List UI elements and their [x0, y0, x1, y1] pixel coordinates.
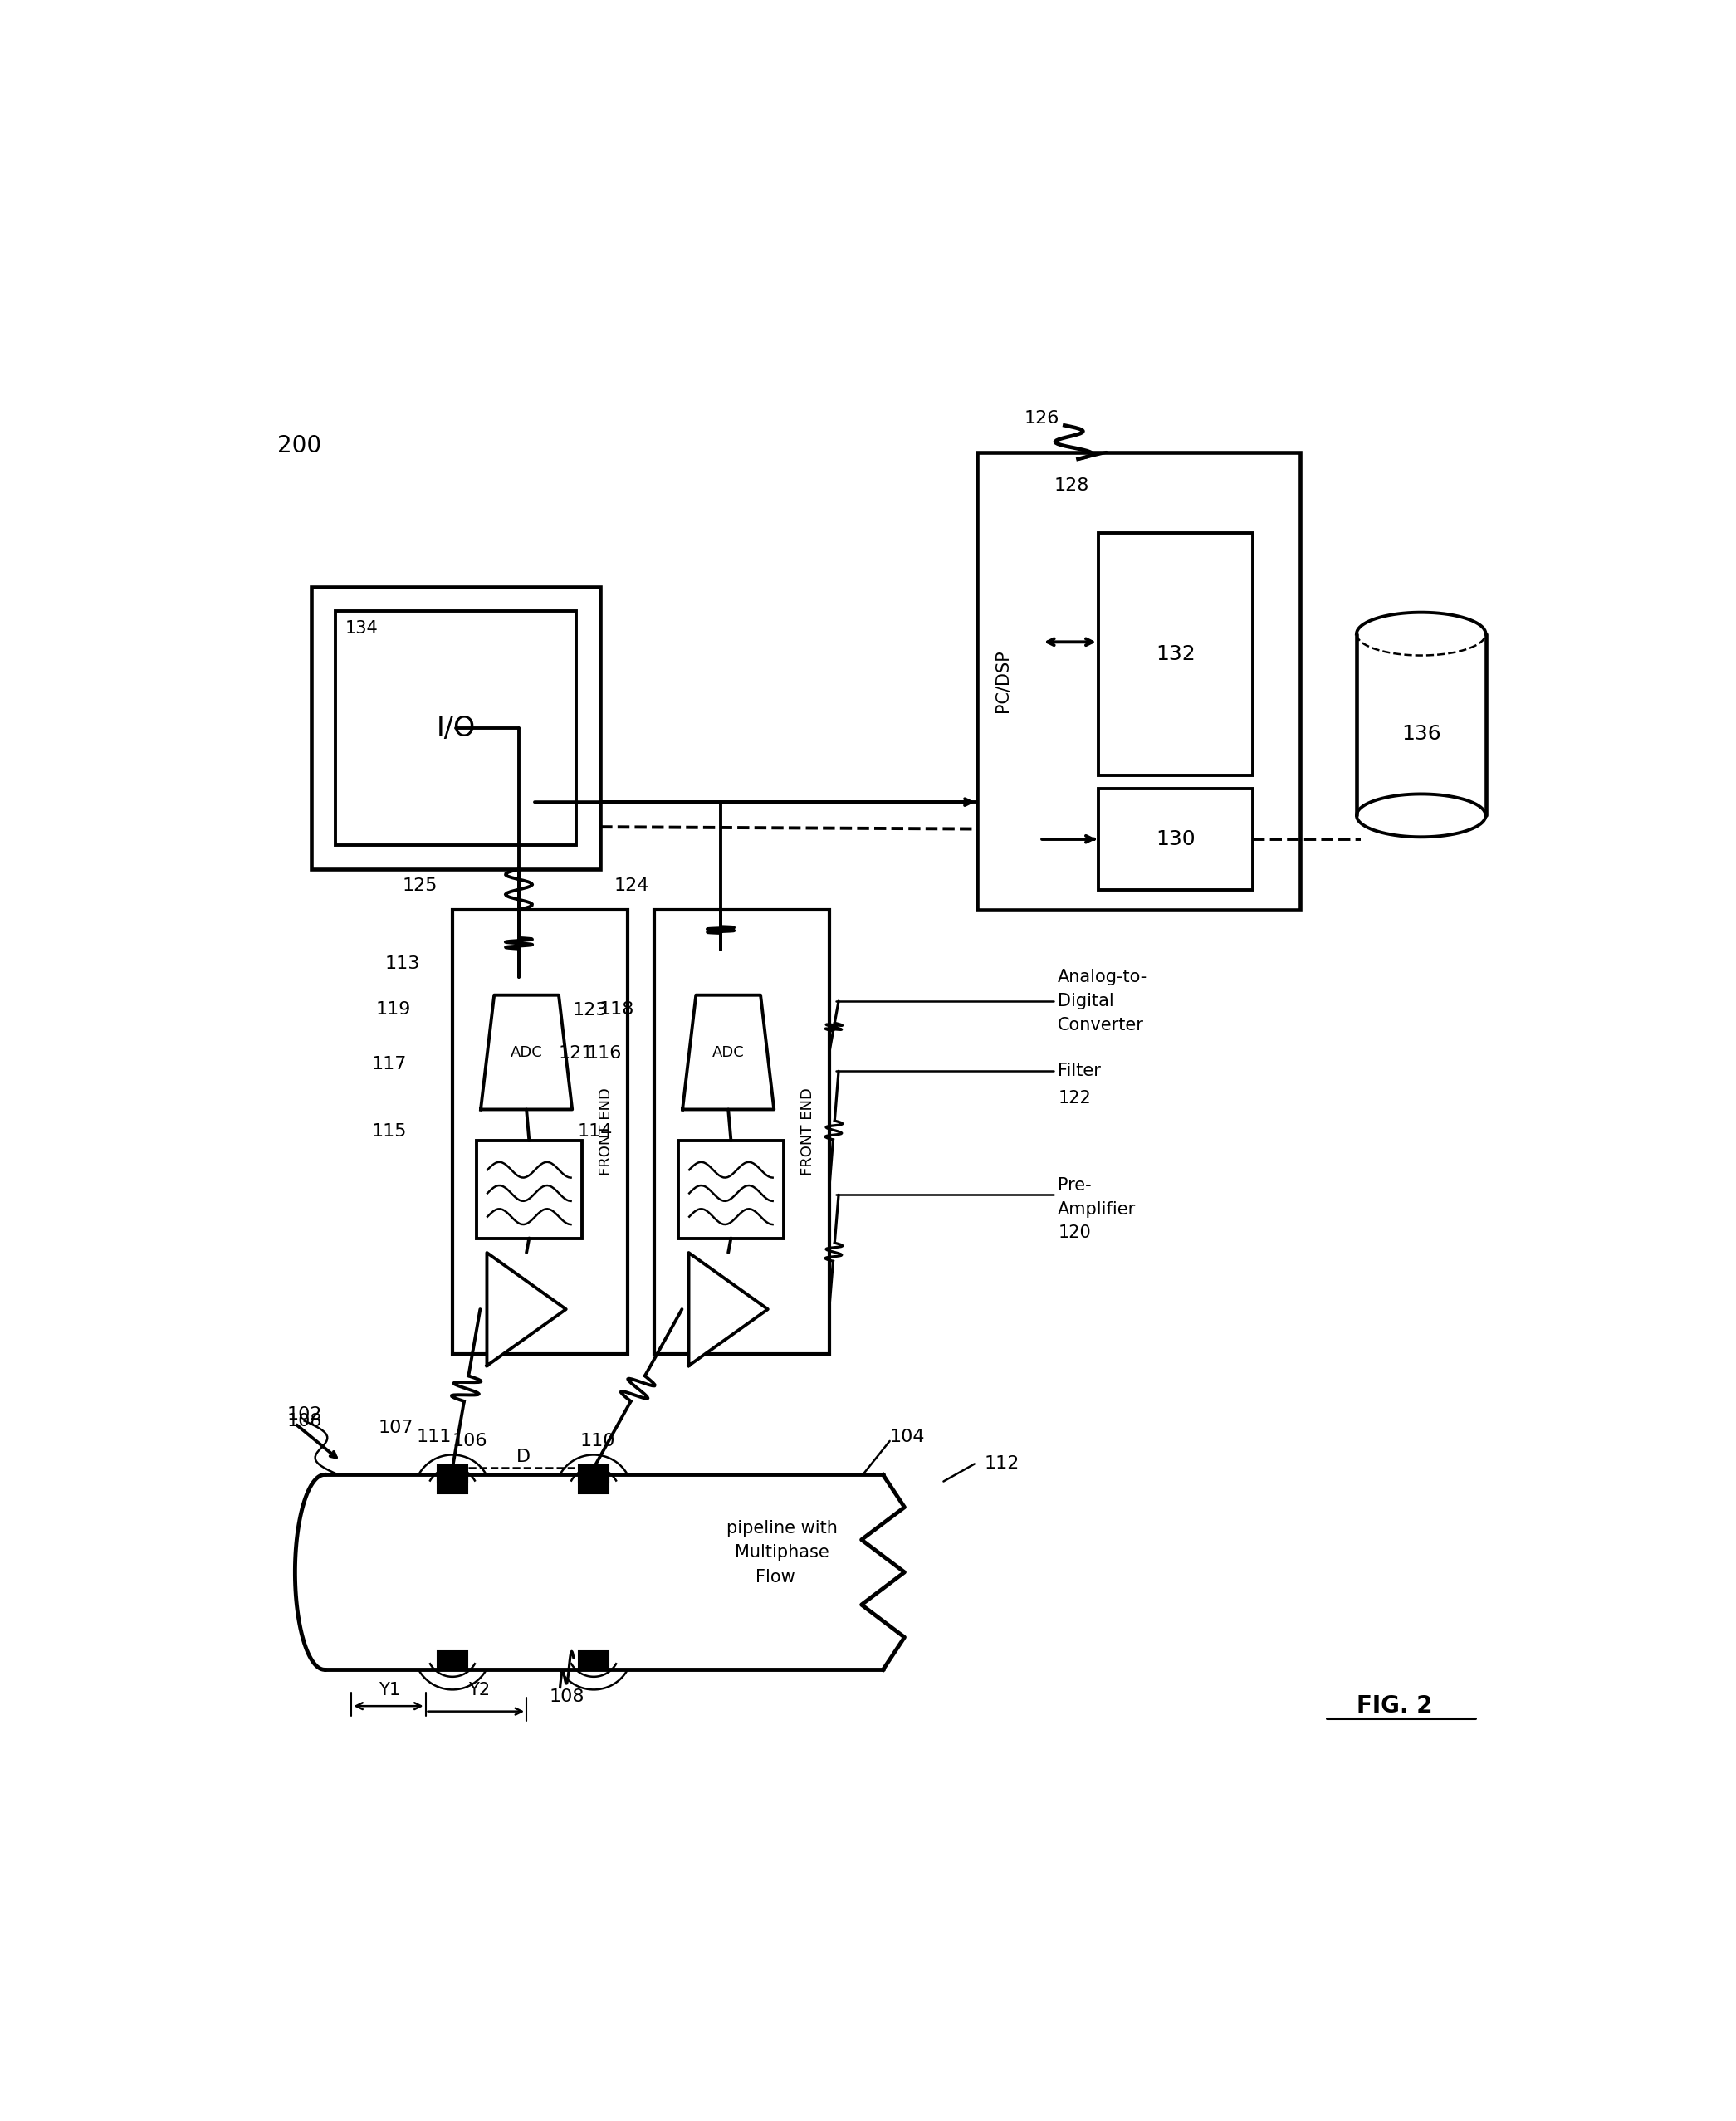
Text: 107: 107: [378, 1419, 413, 1436]
Text: 112: 112: [984, 1455, 1019, 1472]
Text: Flow: Flow: [755, 1570, 795, 1584]
Text: 119: 119: [375, 1001, 411, 1018]
Text: 115: 115: [372, 1124, 406, 1139]
Polygon shape: [481, 995, 573, 1109]
Text: D: D: [517, 1449, 531, 1466]
Bar: [977, 452, 1300, 910]
Text: 121: 121: [559, 1046, 594, 1063]
Text: 117: 117: [372, 1056, 406, 1073]
Text: Pre-: Pre-: [1057, 1177, 1092, 1194]
Text: pipeline with: pipeline with: [726, 1521, 838, 1538]
Text: FRONT END: FRONT END: [800, 1088, 816, 1175]
Text: ADC: ADC: [510, 1046, 543, 1060]
Text: 108: 108: [549, 1688, 585, 1705]
Text: ADC: ADC: [712, 1046, 745, 1060]
Text: Digital: Digital: [1057, 993, 1115, 1010]
Bar: [654, 910, 830, 1353]
Bar: [477, 1141, 582, 1239]
Text: 102: 102: [286, 1406, 323, 1423]
Bar: [578, 1474, 609, 1493]
Text: Y1: Y1: [378, 1682, 399, 1699]
Text: 128: 128: [1054, 477, 1088, 494]
Bar: [679, 1141, 783, 1239]
Text: 116: 116: [587, 1046, 621, 1063]
Text: 136: 136: [1401, 723, 1441, 744]
Bar: [578, 1466, 609, 1480]
Text: Analog-to-: Analog-to-: [1057, 969, 1147, 986]
Text: 118: 118: [599, 1001, 634, 1018]
Text: 110: 110: [580, 1434, 616, 1449]
Bar: [437, 1474, 467, 1493]
Text: 200: 200: [278, 435, 321, 458]
Bar: [335, 611, 576, 844]
Bar: [1099, 532, 1253, 774]
Text: 132: 132: [1156, 645, 1196, 664]
Text: Converter: Converter: [1057, 1018, 1144, 1033]
Text: 125: 125: [403, 878, 437, 893]
Text: Multiphase: Multiphase: [734, 1544, 830, 1561]
Bar: [437, 1466, 467, 1480]
Bar: [311, 588, 601, 870]
Text: 113: 113: [385, 954, 420, 971]
Bar: [1099, 789, 1253, 889]
Text: 130: 130: [1156, 829, 1196, 848]
Text: 122: 122: [1057, 1090, 1090, 1107]
Text: 123: 123: [573, 1003, 608, 1018]
Text: FIG. 2: FIG. 2: [1356, 1695, 1432, 1718]
Text: 108: 108: [286, 1413, 323, 1430]
Text: Y2: Y2: [469, 1682, 490, 1699]
Text: I/O: I/O: [436, 715, 476, 742]
Polygon shape: [682, 995, 774, 1109]
Bar: [437, 1650, 467, 1669]
Text: 120: 120: [1057, 1224, 1090, 1241]
Polygon shape: [689, 1254, 767, 1366]
Text: Amplifier: Amplifier: [1057, 1200, 1135, 1217]
Text: 104: 104: [891, 1430, 925, 1444]
Bar: [578, 1650, 609, 1669]
Text: 111: 111: [417, 1430, 451, 1444]
Text: 106: 106: [453, 1434, 488, 1449]
Text: PC/DSP: PC/DSP: [995, 649, 1010, 713]
Text: FRONT END: FRONT END: [599, 1088, 613, 1175]
Text: 114: 114: [578, 1124, 613, 1139]
Text: 126: 126: [1024, 409, 1059, 426]
Text: Filter: Filter: [1057, 1063, 1101, 1080]
Polygon shape: [486, 1254, 566, 1366]
Text: 134: 134: [345, 621, 378, 636]
Text: 124: 124: [615, 878, 649, 893]
Bar: [453, 910, 627, 1353]
